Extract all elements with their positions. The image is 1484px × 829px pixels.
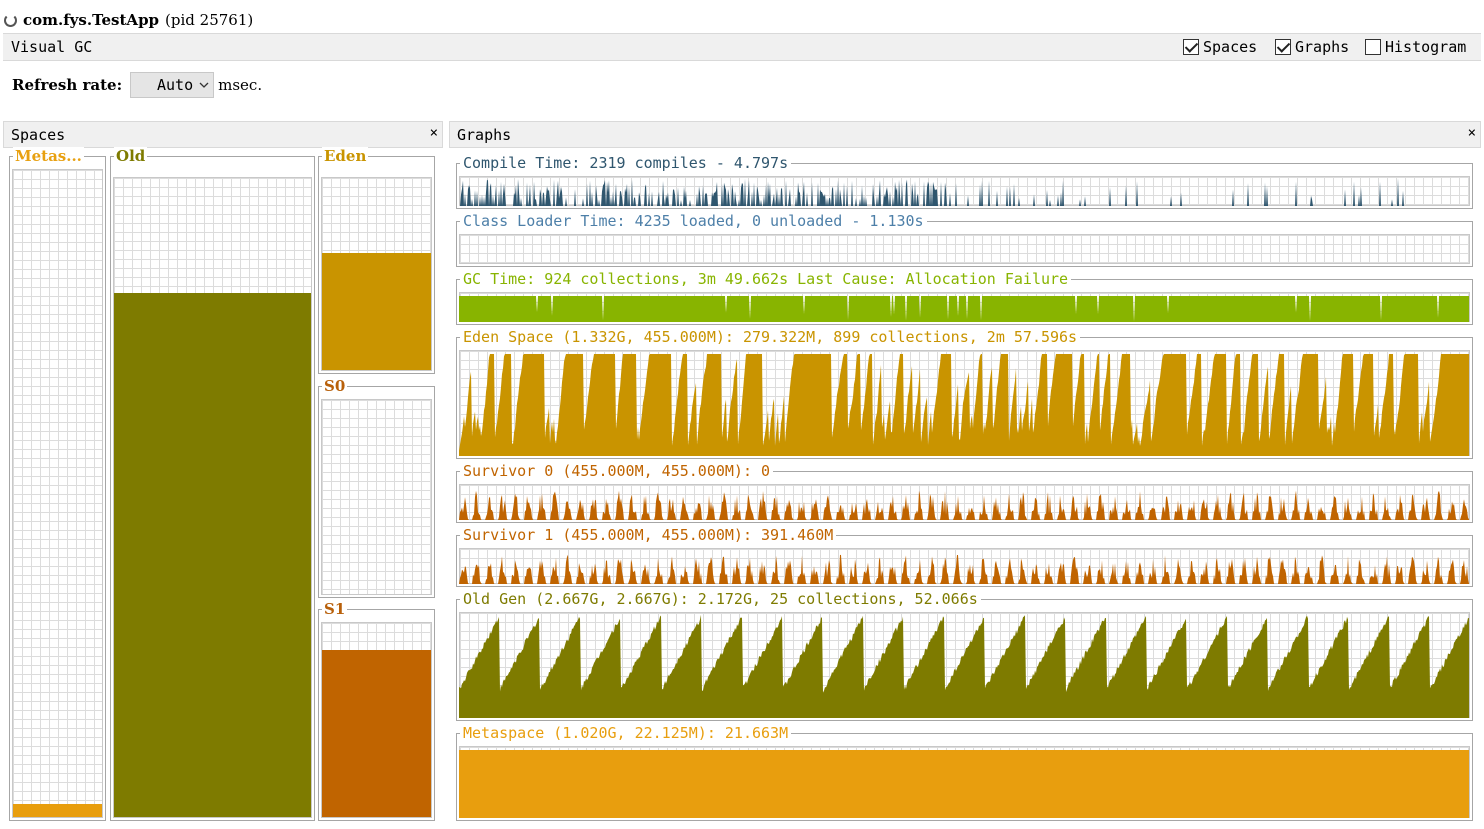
spaces-checkbox[interactable]: Spaces (1183, 38, 1257, 56)
spaces-checkbox-label: Spaces (1203, 38, 1258, 56)
loading-spinner-icon (4, 13, 17, 27)
spaces-panel-title: Spaces (11, 126, 66, 144)
class-loader-label: Class Loader Time: 4235 loaded, 0 unload… (460, 212, 927, 230)
eden-graph-plot (459, 354, 1469, 456)
eden-graph: Eden Space (1.332G, 455.000M): 279.322M,… (456, 328, 1473, 459)
refresh-rate-select[interactable]: Auto (130, 72, 215, 98)
survivor0-label: Survivor 0 (455.000M, 455.000M): 0 (460, 462, 774, 480)
survivor1-grid (459, 548, 1470, 584)
eden-grid (321, 177, 432, 371)
s0-space: S0 (318, 377, 435, 598)
survivor1-label: Survivor 1 (455.000M, 455.000M): 391.460… (460, 526, 837, 544)
metaspace-graph-label: Metaspace (1.020G, 22.125M): 21.663M (460, 724, 792, 742)
graph-area (459, 296, 1469, 322)
histogram-checkbox-label: Histogram (1385, 38, 1467, 56)
gc-time-graph: GC Time: 924 collections, 3m 49.662s Las… (456, 270, 1473, 325)
gc-time-plot (459, 296, 1469, 322)
survivor0-plot (459, 490, 1469, 520)
old-space: Old (110, 147, 315, 821)
old-gen-label: Old Gen (2.667G, 2.667G): 2.172G, 25 col… (460, 590, 981, 608)
s1-fill (322, 650, 431, 817)
survivor0-graph: Survivor 0 (455.000M, 455.000M): 0 (456, 462, 1473, 523)
survivor1-plot (459, 554, 1469, 584)
graph-area (459, 614, 1469, 718)
compile-time-grid (459, 176, 1470, 206)
s0-grid (321, 399, 432, 595)
class-loader-plot (459, 236, 1470, 264)
close-icon[interactable]: × (1467, 125, 1476, 141)
graph-area (459, 490, 1469, 520)
checkbox-checked-icon[interactable] (1183, 39, 1199, 55)
gc-time-label: GC Time: 924 collections, 3m 49.662s Las… (460, 270, 1072, 288)
graph-area (459, 354, 1469, 456)
s0-label: S0 (322, 377, 348, 395)
class-loader-grid (459, 234, 1470, 264)
eden-label: Eden (322, 147, 369, 165)
graphs-panel-title: Graphs (457, 126, 512, 144)
refresh-rate-row: Refresh rate: Auto msec. (12, 72, 262, 98)
s1-grid (321, 622, 432, 818)
survivor1-graph: Survivor 1 (455.000M, 455.000M): 391.460… (456, 526, 1473, 587)
refresh-rate-label: Refresh rate: (12, 76, 123, 94)
refresh-rate-unit: msec. (218, 76, 263, 94)
metaspace-fill (13, 804, 102, 817)
graph-area (459, 554, 1469, 584)
eden-graph-label: Eden Space (1.332G, 455.000M): 279.322M,… (460, 328, 1081, 346)
toolbar-title: Visual GC (11, 38, 93, 56)
spaces-panel-header: Spaces × (3, 121, 443, 148)
s1-space: S1 (318, 600, 435, 821)
metaspace-label: Metas... (13, 147, 84, 165)
compile-time-graph: Compile Time: 2319 compiles - 4.797s (456, 154, 1473, 209)
app-name: com.fys.TestApp (23, 11, 160, 29)
graphs-checkbox-label: Graphs (1295, 38, 1350, 56)
old-gen-plot (459, 614, 1469, 718)
close-icon[interactable]: × (429, 125, 438, 141)
metaspace-graph: Metaspace (1.020G, 22.125M): 21.663M (456, 724, 1473, 821)
s1-label: S1 (322, 600, 348, 618)
chevron-down-icon (199, 82, 209, 88)
graph-area (459, 750, 1469, 818)
refresh-rate-value: Auto (157, 76, 194, 94)
old-fill (114, 293, 311, 817)
old-label: Old (114, 147, 148, 165)
process-id: (pid 25761) (165, 11, 254, 29)
class-loader-graph: Class Loader Time: 4235 loaded, 0 unload… (456, 212, 1473, 267)
old-grid (113, 177, 312, 818)
compile-time-plot (459, 178, 1469, 206)
checkbox-unchecked-icon[interactable] (1365, 39, 1381, 55)
metaspace-grid (12, 169, 103, 818)
visual-gc-toolbar: Visual GC Spaces Graphs Histogram (3, 33, 1481, 61)
histogram-checkbox[interactable]: Histogram (1365, 38, 1466, 56)
metaspace-space: Metas... (9, 147, 106, 821)
survivor0-grid (459, 484, 1470, 520)
metaspace-graph-plot (459, 750, 1469, 818)
graph-area (459, 178, 1469, 206)
eden-fill (322, 252, 431, 370)
compile-time-label: Compile Time: 2319 compiles - 4.797s (460, 154, 792, 172)
checkbox-checked-icon[interactable] (1275, 39, 1291, 55)
graphs-checkbox[interactable]: Graphs (1275, 38, 1349, 56)
window-title: com.fys.TestApp (pid 25761) (4, 9, 253, 31)
graphs-panel-header: Graphs × (449, 121, 1481, 148)
old-gen-graph: Old Gen (2.667G, 2.667G): 2.172G, 25 col… (456, 590, 1473, 721)
eden-space: Eden (318, 147, 435, 374)
